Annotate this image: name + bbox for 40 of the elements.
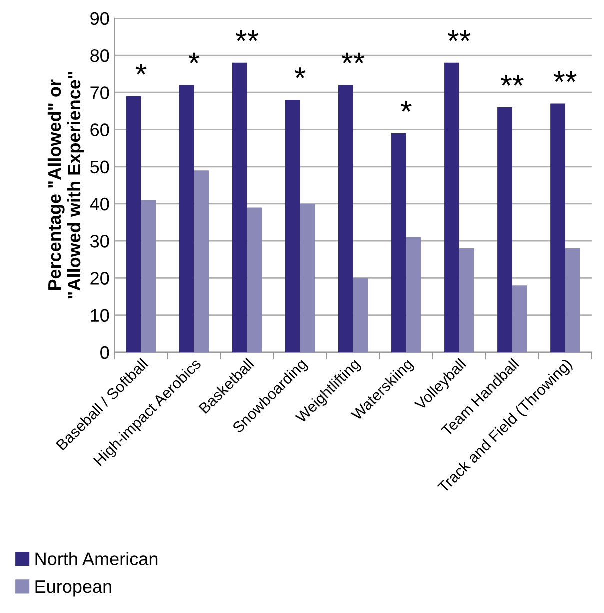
bar: [300, 204, 316, 352]
annotation: *: [136, 64, 147, 75]
bar: [498, 107, 512, 352]
bar: [459, 248, 474, 352]
annotation: *: [188, 52, 200, 64]
y-tick-label: 10: [91, 309, 110, 322]
annotation: **: [448, 30, 471, 42]
y-tick-label: 90: [90, 12, 110, 26]
annotation: **: [554, 71, 577, 82]
bar: [406, 237, 422, 352]
bar: [179, 85, 194, 352]
bar: [338, 85, 354, 352]
legend-label: European: [36, 580, 112, 597]
y-tick-label: 80: [90, 49, 110, 62]
bar: [444, 62, 460, 352]
y-tick-label: 60: [90, 124, 110, 136]
bar: [247, 208, 262, 352]
bar: [512, 286, 528, 352]
bar: [392, 133, 406, 352]
bar: [565, 248, 580, 352]
y-tick-label: 40: [90, 198, 110, 211]
annotation: *: [294, 68, 306, 78]
annotation: **: [342, 52, 365, 64]
bar: [285, 100, 300, 352]
y-tick-label: 0: [100, 346, 110, 360]
annotation: *: [400, 101, 412, 112]
y-tick-label: 50: [90, 160, 110, 174]
annotation: **: [500, 75, 524, 86]
y-axis-title: Percentage "Allowed" or "Allowed with Experience": [48, 72, 84, 299]
bar: [194, 170, 210, 352]
y-tick-label: 70: [90, 86, 110, 100]
legend-label: North American: [36, 552, 158, 566]
bar: [232, 62, 248, 352]
bar: [126, 96, 142, 352]
bar: [353, 278, 368, 352]
annotation: **: [236, 30, 259, 42]
y-tick-label: 30: [90, 235, 110, 248]
bar: [550, 104, 566, 352]
y-tick-label: 20: [90, 272, 110, 285]
bar: [141, 200, 156, 352]
